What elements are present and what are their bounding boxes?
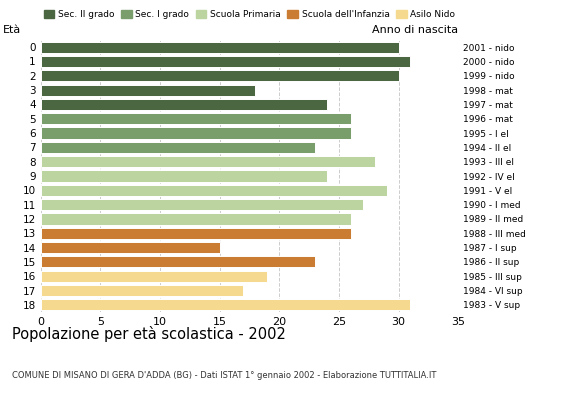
Bar xyxy=(41,199,362,210)
Bar xyxy=(41,70,398,81)
Bar xyxy=(41,156,375,167)
Bar xyxy=(41,213,351,224)
Bar xyxy=(41,128,351,139)
Text: COMUNE DI MISANO DI GERA D'ADDA (BG) - Dati ISTAT 1° gennaio 2002 - Elaborazione: COMUNE DI MISANO DI GERA D'ADDA (BG) - D… xyxy=(12,371,436,380)
Bar xyxy=(41,56,411,67)
Text: Anno di nascita: Anno di nascita xyxy=(372,24,458,34)
Text: Popolazione per età scolastica - 2002: Popolazione per età scolastica - 2002 xyxy=(12,326,285,342)
Bar xyxy=(41,142,315,153)
Bar xyxy=(41,285,244,296)
Legend: Sec. II grado, Sec. I grado, Scuola Primaria, Scuola dell'Infanzia, Asilo Nido: Sec. II grado, Sec. I grado, Scuola Prim… xyxy=(40,6,459,23)
Bar xyxy=(41,228,351,239)
Bar xyxy=(41,84,255,96)
Bar xyxy=(41,271,267,282)
Bar xyxy=(41,113,351,124)
Bar xyxy=(41,242,220,253)
Bar xyxy=(41,42,398,53)
Bar xyxy=(41,185,387,196)
Bar xyxy=(41,299,411,310)
Bar xyxy=(41,256,315,268)
Bar xyxy=(41,99,327,110)
Bar xyxy=(41,170,327,182)
Text: Età: Età xyxy=(3,24,21,34)
